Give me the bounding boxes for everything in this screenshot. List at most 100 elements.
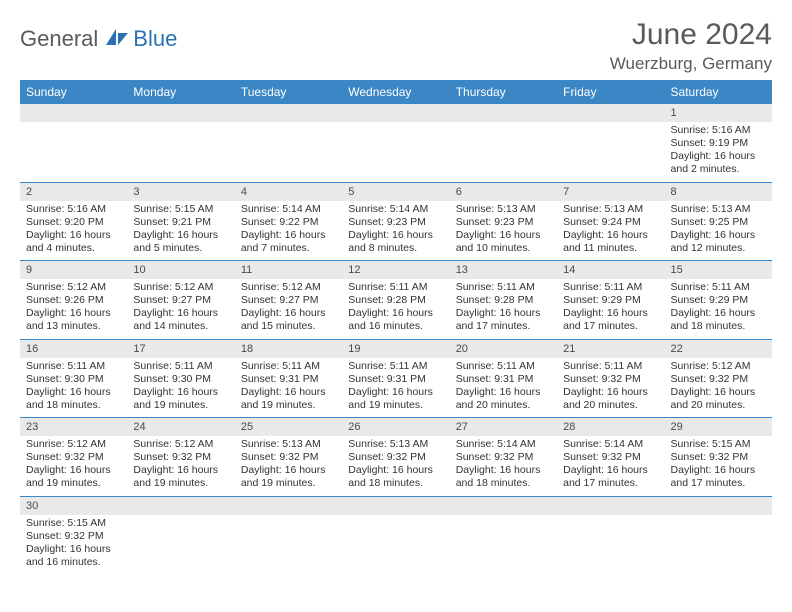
day-number: 12 [342,261,449,279]
day-number: 13 [450,261,557,279]
calendar-cell: 6Sunrise: 5:13 AMSunset: 9:23 PMDaylight… [450,183,557,261]
daylight-text: Daylight: 16 hours and 16 minutes. [348,307,443,333]
day-number [342,497,449,515]
day-number: 9 [20,261,127,279]
daylight-text: Daylight: 16 hours and 20 minutes. [563,386,658,412]
calendar-cell [665,497,772,575]
daylight-text: Daylight: 16 hours and 15 minutes. [241,307,336,333]
calendar-cell: 29Sunrise: 5:15 AMSunset: 9:32 PMDayligh… [665,418,772,496]
sunset-text: Sunset: 9:21 PM [133,216,228,229]
sunrise-text: Sunrise: 5:11 AM [671,281,766,294]
day-details: Sunrise: 5:14 AMSunset: 9:22 PMDaylight:… [235,201,342,259]
location-label: Wuerzburg, Germany [610,54,772,74]
sunrise-text: Sunrise: 5:14 AM [348,203,443,216]
day-number: 20 [450,340,557,358]
sunrise-text: Sunrise: 5:15 AM [671,438,766,451]
day-number: 16 [20,340,127,358]
day-details: Sunrise: 5:15 AMSunset: 9:21 PMDaylight:… [127,201,234,259]
day-number: 14 [557,261,664,279]
daylight-text: Daylight: 16 hours and 19 minutes. [133,386,228,412]
calendar-cell: 27Sunrise: 5:14 AMSunset: 9:32 PMDayligh… [450,418,557,496]
day-details: Sunrise: 5:13 AMSunset: 9:32 PMDaylight:… [235,436,342,494]
day-details: Sunrise: 5:14 AMSunset: 9:32 PMDaylight:… [450,436,557,494]
day-number: 17 [127,340,234,358]
calendar-cell: 5Sunrise: 5:14 AMSunset: 9:23 PMDaylight… [342,183,449,261]
daylight-text: Daylight: 16 hours and 12 minutes. [671,229,766,255]
sunset-text: Sunset: 9:31 PM [348,373,443,386]
calendar-cell: 13Sunrise: 5:11 AMSunset: 9:28 PMDayligh… [450,261,557,339]
day-details: Sunrise: 5:13 AMSunset: 9:32 PMDaylight:… [342,436,449,494]
sunrise-text: Sunrise: 5:12 AM [133,281,228,294]
calendar-week: 30Sunrise: 5:15 AMSunset: 9:32 PMDayligh… [20,497,772,575]
day-number: 28 [557,418,664,436]
sunrise-text: Sunrise: 5:11 AM [26,360,121,373]
daylight-text: Daylight: 16 hours and 18 minutes. [26,386,121,412]
sunset-text: Sunset: 9:28 PM [456,294,551,307]
day-number: 3 [127,183,234,201]
sunset-text: Sunset: 9:32 PM [348,451,443,464]
day-number [127,104,234,122]
sunset-text: Sunset: 9:22 PM [241,216,336,229]
day-header: Monday [127,80,234,104]
sunrise-text: Sunrise: 5:13 AM [348,438,443,451]
daylight-text: Daylight: 16 hours and 18 minutes. [348,464,443,490]
calendar-grid: Sunday Monday Tuesday Wednesday Thursday… [20,80,772,575]
day-number [450,104,557,122]
sunset-text: Sunset: 9:32 PM [133,451,228,464]
day-number: 1 [665,104,772,122]
sunset-text: Sunset: 9:30 PM [26,373,121,386]
calendar-week: 9Sunrise: 5:12 AMSunset: 9:26 PMDaylight… [20,261,772,339]
daylight-text: Daylight: 16 hours and 19 minutes. [133,464,228,490]
day-number [20,104,127,122]
day-header: Wednesday [342,80,449,104]
calendar-cell [235,497,342,575]
sunrise-text: Sunrise: 5:12 AM [26,281,121,294]
sunset-text: Sunset: 9:29 PM [671,294,766,307]
day-header: Tuesday [235,80,342,104]
calendar-cell: 20Sunrise: 5:11 AMSunset: 9:31 PMDayligh… [450,340,557,418]
daylight-text: Daylight: 16 hours and 5 minutes. [133,229,228,255]
sunset-text: Sunset: 9:26 PM [26,294,121,307]
day-number [557,497,664,515]
day-details: Sunrise: 5:11 AMSunset: 9:31 PMDaylight:… [342,358,449,416]
sunset-text: Sunset: 9:29 PM [563,294,658,307]
sunset-text: Sunset: 9:32 PM [456,451,551,464]
sunset-text: Sunset: 9:32 PM [241,451,336,464]
calendar-cell [20,104,127,182]
sunset-text: Sunset: 9:19 PM [671,137,766,150]
day-number: 4 [235,183,342,201]
calendar-cell: 9Sunrise: 5:12 AMSunset: 9:26 PMDaylight… [20,261,127,339]
calendar-cell: 18Sunrise: 5:11 AMSunset: 9:31 PMDayligh… [235,340,342,418]
calendar-cell [342,104,449,182]
sunrise-text: Sunrise: 5:15 AM [26,517,121,530]
sunset-text: Sunset: 9:31 PM [241,373,336,386]
daylight-text: Daylight: 16 hours and 19 minutes. [241,386,336,412]
calendar-cell: 24Sunrise: 5:12 AMSunset: 9:32 PMDayligh… [127,418,234,496]
daylight-text: Daylight: 16 hours and 8 minutes. [348,229,443,255]
sunrise-text: Sunrise: 5:11 AM [133,360,228,373]
day-number: 6 [450,183,557,201]
day-details: Sunrise: 5:12 AMSunset: 9:27 PMDaylight:… [127,279,234,337]
calendar-week: 16Sunrise: 5:11 AMSunset: 9:30 PMDayligh… [20,340,772,418]
sunrise-text: Sunrise: 5:11 AM [348,281,443,294]
sunrise-text: Sunrise: 5:16 AM [671,124,766,137]
day-details: Sunrise: 5:16 AMSunset: 9:20 PMDaylight:… [20,201,127,259]
sunset-text: Sunset: 9:32 PM [671,451,766,464]
day-details: Sunrise: 5:11 AMSunset: 9:31 PMDaylight:… [450,358,557,416]
calendar-cell: 19Sunrise: 5:11 AMSunset: 9:31 PMDayligh… [342,340,449,418]
day-number [342,104,449,122]
sunrise-text: Sunrise: 5:13 AM [241,438,336,451]
daylight-text: Daylight: 16 hours and 10 minutes. [456,229,551,255]
sunset-text: Sunset: 9:27 PM [241,294,336,307]
brand-part1: General [20,26,98,52]
day-details: Sunrise: 5:11 AMSunset: 9:29 PMDaylight:… [557,279,664,337]
day-number: 23 [20,418,127,436]
sunrise-text: Sunrise: 5:11 AM [456,281,551,294]
sunrise-text: Sunrise: 5:11 AM [456,360,551,373]
calendar-cell [450,497,557,575]
day-details: Sunrise: 5:11 AMSunset: 9:28 PMDaylight:… [342,279,449,337]
sunrise-text: Sunrise: 5:12 AM [671,360,766,373]
daylight-text: Daylight: 16 hours and 17 minutes. [563,464,658,490]
calendar-cell: 28Sunrise: 5:14 AMSunset: 9:32 PMDayligh… [557,418,664,496]
sunset-text: Sunset: 9:32 PM [671,373,766,386]
